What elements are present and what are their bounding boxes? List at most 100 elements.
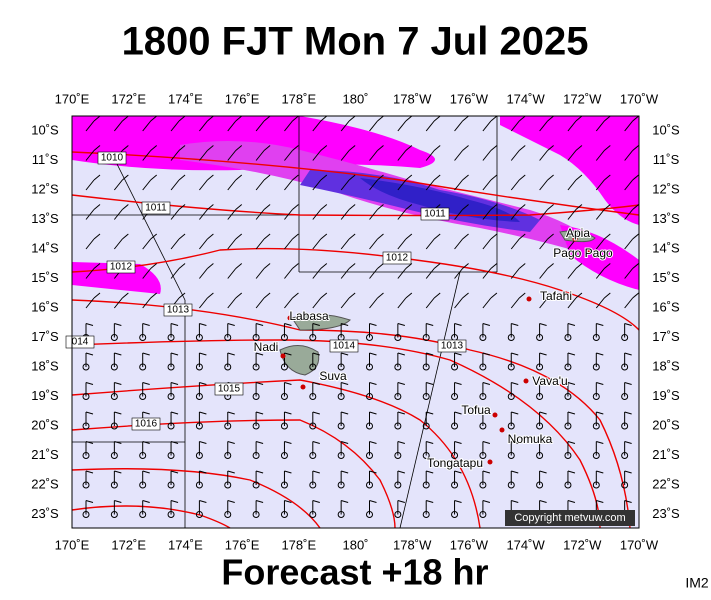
- barb-feather: [490, 174, 498, 181]
- lon-label-top: 180˚: [342, 91, 368, 106]
- wind-barb: [592, 441, 604, 459]
- wind-barb: [139, 323, 150, 341]
- barb-feather: [142, 352, 150, 356]
- barb-calm: [280, 393, 288, 400]
- barb-feather: [547, 263, 554, 269]
- barb-calm: [139, 363, 147, 371]
- wind-barb: [539, 204, 554, 220]
- wind-barb: [255, 292, 271, 309]
- barb-feather: [207, 204, 214, 210]
- barb-feather: [85, 411, 94, 415]
- barb-calm: [139, 393, 147, 400]
- lat-label-right: 10˚S: [652, 122, 680, 137]
- barb-calm: [110, 481, 118, 489]
- wind-barb: [366, 352, 377, 371]
- barb-feather: [567, 500, 576, 503]
- barb-feather: [369, 500, 377, 503]
- barb-calm: [82, 452, 90, 459]
- wind-barb: [507, 441, 519, 459]
- wind-barb: [539, 263, 554, 279]
- barb-feather: [348, 174, 356, 181]
- barb-feather: [93, 145, 101, 151]
- barb-feather: [170, 441, 179, 444]
- barb-feather: [292, 115, 299, 122]
- barb-feather: [405, 233, 413, 240]
- barb-feather: [397, 411, 405, 415]
- lat-label-left: 14˚S: [31, 240, 59, 255]
- barb-feather: [312, 411, 320, 415]
- barb-feather: [207, 174, 214, 181]
- wind-barb: [567, 263, 583, 279]
- wind-barb: [255, 204, 271, 220]
- barb-feather: [547, 292, 554, 299]
- wind-barb: [425, 174, 441, 191]
- barb-feather: [518, 115, 526, 122]
- barb-staff: [539, 179, 548, 191]
- wind-barb: [199, 292, 214, 309]
- wind-barb: [454, 263, 469, 279]
- barb-feather: [377, 174, 384, 181]
- barb-feather: [603, 115, 611, 122]
- barb-feather: [596, 441, 604, 444]
- wind-barb: [482, 145, 498, 161]
- wind-barb: [142, 263, 158, 279]
- lat-label-left: 23˚S: [31, 506, 59, 521]
- wind-barb: [227, 174, 243, 191]
- barb-staff: [397, 209, 407, 220]
- barb-calm: [309, 422, 317, 430]
- wind-barb: [451, 441, 462, 459]
- barb-feather: [348, 263, 356, 269]
- barb-calm: [252, 393, 260, 400]
- barb-feather: [490, 115, 498, 122]
- barb-staff: [199, 209, 208, 220]
- barb-feather: [320, 145, 328, 151]
- barb-feather: [426, 382, 434, 385]
- barb-staff: [482, 268, 492, 279]
- barb-staff: [510, 238, 520, 250]
- lat-label-right: 23˚S: [652, 506, 680, 521]
- wind-barb: [621, 470, 632, 489]
- barb-feather: [170, 411, 179, 415]
- wind-barb: [340, 145, 356, 161]
- barb-feather: [377, 292, 384, 299]
- barb-calm: [564, 393, 572, 400]
- barb-staff: [567, 179, 577, 191]
- barb-feather: [341, 500, 349, 503]
- barb-staff: [624, 238, 634, 250]
- isobar-label: 1013: [441, 341, 464, 352]
- barb-calm: [536, 393, 544, 400]
- barb-feather: [624, 500, 632, 503]
- barb-calm: [167, 481, 175, 489]
- barb-feather: [490, 233, 498, 240]
- barb-feather: [341, 470, 349, 474]
- wind-barb: [85, 204, 101, 220]
- barb-staff: [595, 268, 605, 279]
- wind-barb: [340, 292, 356, 309]
- barb-calm: [195, 452, 203, 459]
- barb-feather: [596, 323, 604, 326]
- barb-feather: [199, 441, 207, 444]
- place-dot: [586, 247, 592, 253]
- barb-feather: [227, 411, 235, 415]
- barb-feather: [292, 233, 299, 240]
- barb-calm: [451, 452, 459, 459]
- barb-feather: [632, 292, 639, 299]
- barb-feather: [284, 441, 292, 444]
- barb-feather: [85, 441, 94, 444]
- barb-staff: [312, 179, 322, 191]
- wind-barb: [595, 263, 611, 279]
- place-name: Tofua: [461, 403, 491, 417]
- isobar-label: 1011: [145, 203, 167, 214]
- lat-label-right: 13˚S: [652, 211, 680, 226]
- barb-calm: [479, 393, 487, 400]
- barb-calm: [394, 363, 402, 371]
- barb-calm: [366, 393, 373, 400]
- barb-staff: [312, 209, 322, 220]
- barb-staff: [199, 268, 208, 279]
- wind-barb: [224, 411, 235, 430]
- wind-barb: [564, 411, 576, 430]
- isobar: [71, 194, 640, 217]
- barb-calm: [224, 481, 232, 489]
- isobar-label-box: [131, 417, 161, 431]
- barb-calm: [564, 334, 572, 341]
